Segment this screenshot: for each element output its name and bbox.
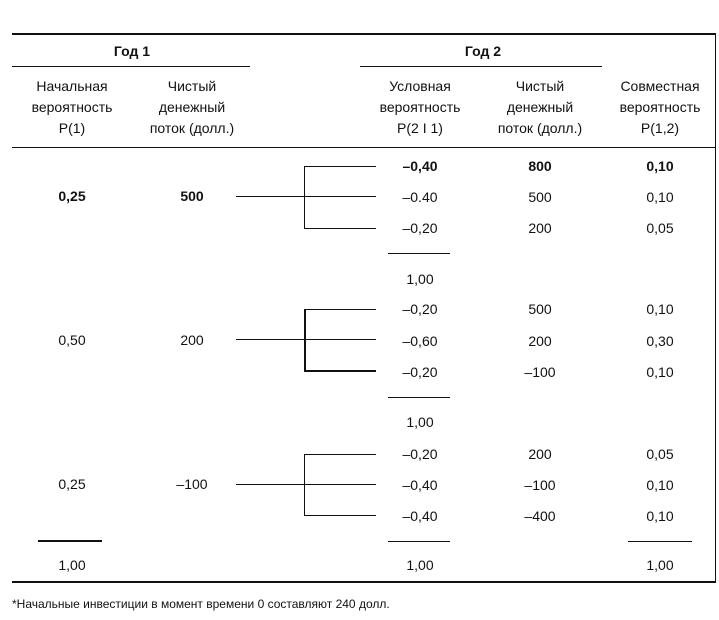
branch1-tick: [304, 196, 376, 197]
total-p12-line: [628, 541, 692, 542]
branch3-p1: 0,25: [58, 476, 86, 492]
branch1-row3-p21: –0,20: [402, 220, 438, 236]
branch3-tick: [304, 454, 376, 455]
branch1-row1-p12: 0,10: [646, 158, 674, 174]
right-border: [715, 33, 716, 583]
branch1-row1-cf2: 800: [528, 158, 552, 174]
header-bottom-border: [12, 147, 716, 148]
branch3-row3-p21: –0,40: [402, 508, 438, 524]
branch1-subtotal-line: [388, 253, 450, 254]
total-p21: 1,00: [406, 557, 434, 573]
total-p21-line: [388, 541, 450, 542]
branch2-row1-p12: 0,10: [646, 301, 674, 317]
branch3-row3-cf2: –400: [524, 508, 556, 524]
branch1-row2-p21: –0.40: [402, 189, 438, 205]
branch2-row1-p21: –0,20: [402, 301, 438, 317]
branch1-row3-cf2: 200: [528, 220, 552, 236]
branch3-tick: [304, 484, 376, 485]
year1-underline: [12, 66, 250, 67]
branch3-vertical: [304, 454, 305, 516]
bottom-border: [12, 581, 716, 583]
year1-title: Год 1: [113, 43, 151, 59]
total-p1: 1,00: [58, 557, 86, 573]
branch1-connector: [236, 196, 304, 197]
branch3-row2-p21: –0,40: [402, 477, 438, 493]
branch3-connector: [236, 484, 304, 485]
branch3-row2-cf2: –100: [524, 477, 556, 493]
branch2-vertical: [304, 309, 306, 371]
branch2-tick: [304, 309, 376, 310]
branch3-row1-p21: –0,20: [402, 446, 438, 462]
total-p1-line: [38, 540, 102, 542]
branch2-row2-p21: –0,60: [402, 333, 438, 349]
branch1-cf1: 500: [180, 188, 204, 204]
branch2-subtotal: 1,00: [406, 414, 434, 430]
branch1-row2-cf2: 500: [528, 189, 552, 205]
branch2-p1: 0,50: [58, 332, 86, 348]
branch2-row3-cf2: –100: [524, 364, 556, 380]
total-p12: 1,00: [646, 557, 674, 573]
branch3-cf1: –100: [176, 476, 208, 492]
branch1-subtotal: 1,00: [406, 271, 434, 287]
branch1-tick: [304, 166, 376, 167]
branch2-row3-p21: –0,20: [402, 364, 438, 380]
col-cf2-header: Чистый денежный поток (долл.): [497, 78, 583, 136]
branch1-p1: 0,25: [58, 188, 86, 204]
branch1-tick: [304, 228, 376, 229]
col-joint-prob-header: Совместная вероятность P(1,2): [619, 78, 701, 136]
branch3-row1-cf2: 200: [528, 446, 552, 462]
top-border: [12, 33, 716, 35]
col-cond-prob-header: Условная вероятность P(2 I 1): [379, 78, 461, 136]
col-cf1-header: Чистый денежный поток (долл.): [149, 78, 235, 136]
year2-underline: [360, 66, 602, 67]
branch2-row3-p12: 0,10: [646, 364, 674, 380]
branch1-row2-p12: 0,10: [646, 189, 674, 205]
year2-title: Год 2: [464, 43, 502, 59]
branch1-row3-p12: 0,05: [646, 220, 674, 236]
branch3-tick: [304, 515, 376, 516]
footnote: *Начальные инвестиции в момент времени 0…: [12, 597, 390, 611]
branch2-cf1: 200: [180, 332, 204, 348]
branch2-tick: [304, 370, 376, 372]
branch2-row2-cf2: 200: [528, 333, 552, 349]
col-initial-prob-header: Начальная вероятность P(1): [31, 78, 113, 136]
branch1-vertical: [304, 166, 305, 228]
branch3-row3-p12: 0,10: [646, 508, 674, 524]
branch2-subtotal-line: [388, 397, 450, 398]
branch3-row1-p12: 0,05: [646, 446, 674, 462]
branch1-row1-p21: –0,40: [402, 158, 438, 174]
branch2-connector: [236, 339, 304, 340]
branch2-tick: [304, 339, 376, 340]
branch2-row2-p12: 0,30: [646, 333, 674, 349]
branch3-row2-p12: 0,10: [646, 477, 674, 493]
branch2-row1-cf2: 500: [528, 301, 552, 317]
